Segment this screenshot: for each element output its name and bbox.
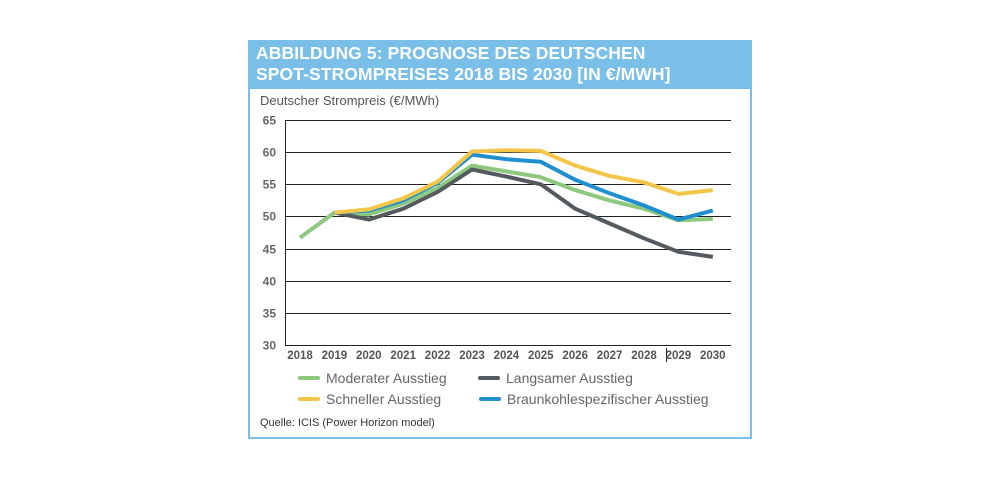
figure-header: ABBILDUNG 5: PROGNOSE DES DEUTSCHEN SPOT… <box>248 40 752 90</box>
legend-item-langsamer-ausstieg: Langsamer Ausstieg <box>478 370 633 386</box>
x-tick-labels: 2018 2019 2020 2021 2022 2023 2024 2025 2026 2027… <box>287 350 725 362</box>
x-tick-label-2027: 2027 <box>597 350 623 362</box>
y-tick-label-45: 45 <box>263 243 277 257</box>
legend-item-braunkohlespezifischer-ausstieg: Braunkohlespezifischer Ausstieg <box>479 391 709 407</box>
x-tick-label-2024: 2024 <box>494 350 520 362</box>
y-tick-label-60: 60 <box>263 146 277 160</box>
y-tick-labels: 65 60 55 50 45 40 35 30 <box>263 114 277 353</box>
x-tick-label-2026: 2026 <box>562 350 588 362</box>
x-tick-label-2023: 2023 <box>459 350 485 362</box>
x-tick-label-2029: 2029 <box>666 350 692 362</box>
figure-title-line-2: SPOT-STROMPREISES 2018 BIS 2030 [IN €/MW… <box>256 64 671 84</box>
figure-frame: ABBILDUNG 5: PROGNOSE DES DEUTSCHEN SPOT… <box>248 40 752 439</box>
legend-swatch-schneller <box>298 397 320 401</box>
legend-swatch-langsamer <box>478 376 500 380</box>
legend-swatch-braunkohle <box>479 397 501 401</box>
series-line-moderater-ausstieg <box>298 163 713 240</box>
series-lines <box>298 148 714 259</box>
x-tick-label-2022: 2022 <box>425 350 451 362</box>
source-note: Quelle: ICIS (Power Horizon model) <box>260 417 435 429</box>
y-axis-title: Deutscher Strompreis (€/MWh) <box>260 93 440 108</box>
legend-label: Langsamer Ausstieg <box>506 370 633 386</box>
y-tick-label-55: 55 <box>263 178 277 192</box>
x-tick-label-2019: 2019 <box>322 350 348 362</box>
x-tick-label-2018: 2018 <box>287 350 313 362</box>
x-tick-label-2020: 2020 <box>356 350 382 362</box>
y-tick-label-40: 40 <box>263 275 277 289</box>
legend-item-schneller-ausstieg: Schneller Ausstieg <box>298 391 441 407</box>
y-tick-label-65: 65 <box>263 114 277 128</box>
y-tick-label-50: 50 <box>263 210 277 224</box>
x-tick-label-2021: 2021 <box>390 350 416 362</box>
legend-item-moderater-ausstieg: Moderater Ausstieg <box>298 370 447 386</box>
series-line-schneller-ausstieg <box>334 148 714 215</box>
legend-swatch-moderater <box>298 376 320 380</box>
x-tick-label-2030: 2030 <box>700 350 726 362</box>
x-tick-label-2028: 2028 <box>631 350 657 362</box>
legend-label: Schneller Ausstieg <box>326 391 442 407</box>
legend-label: Braunkohlespezifischer Ausstieg <box>507 391 709 407</box>
series-line-langsamer-ausstieg <box>334 167 714 259</box>
axes <box>285 120 731 362</box>
x-tick-label-2025: 2025 <box>528 350 554 362</box>
y-tick-label-35: 35 <box>263 307 277 321</box>
figure-title-line-1: ABBILDUNG 5: PROGNOSE DES DEUTSCHEN <box>256 43 646 63</box>
gridlines <box>285 120 731 314</box>
legend-label: Moderater Ausstieg <box>326 370 447 386</box>
figure-body <box>250 89 750 437</box>
y-tick-label-30: 30 <box>263 339 277 353</box>
